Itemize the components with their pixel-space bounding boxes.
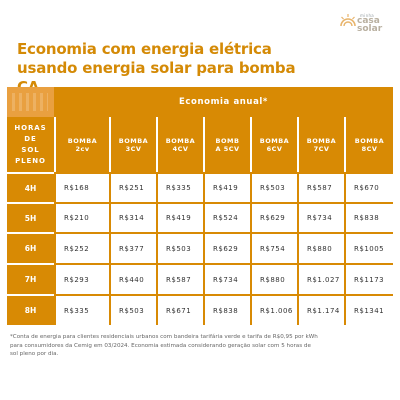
- row-header-hours: 7H: [7, 263, 54, 294]
- column-header-pump: BOMBA 3CV: [109, 117, 156, 172]
- corner-header-line: PLENO: [15, 156, 46, 165]
- logo-small-text: minha: [360, 13, 375, 18]
- table-cell-savings: R$503: [250, 172, 297, 202]
- row-header-hours: 8H: [7, 294, 54, 325]
- table-cell-savings: R$335: [54, 294, 109, 325]
- sun-logo-icon: [340, 14, 356, 27]
- table-cell-savings: R$210: [54, 202, 109, 232]
- table-cell-savings: R$440: [109, 263, 156, 294]
- column-header-pump: BOMBA 6CV: [250, 117, 297, 172]
- table-cell-savings: R$1.006: [250, 294, 297, 325]
- table-cell-savings: R$1.174: [297, 294, 344, 325]
- column-header-line: 7CV: [313, 144, 330, 153]
- column-header-pump: BOMBA 7CV: [297, 117, 344, 172]
- footnote: *Conta de energia para clientes residenc…: [10, 333, 394, 359]
- table-cell-savings: R$880: [250, 263, 297, 294]
- table-cell-savings: R$1173: [344, 263, 393, 294]
- column-header-pump: BOMBA 8CV: [344, 117, 393, 172]
- table-cell-savings: R$671: [156, 294, 203, 325]
- corner-header-line: HORAS: [14, 123, 47, 132]
- group-header-annual-savings: Economia anual*: [179, 97, 268, 107]
- table-cell-savings: R$377: [109, 232, 156, 263]
- table-cell-savings: R$754: [250, 232, 297, 263]
- column-header-line: 6CV: [266, 144, 283, 153]
- column-header-pump: BOMBA 4CV: [156, 117, 203, 172]
- column-header-line: 3CV: [125, 144, 142, 153]
- column-header-line: BOMBA: [118, 136, 149, 145]
- column-header-pump: BOMBA 2cv: [54, 117, 109, 172]
- brand-logo: minha casa solar: [338, 12, 388, 36]
- table-cell-savings: R$587: [297, 172, 344, 202]
- table-grid: HORAS DE SOL PLENO BOMBA 2cv BOMBA 3CV BOMBA…: [7, 117, 393, 325]
- table-cell-savings: R$314: [109, 202, 156, 232]
- logo-brand-line1: casa: [357, 16, 380, 26]
- footnote-line2: para consumidores da Cemig em 03/2024. E…: [10, 342, 311, 349]
- table-cell-savings: R$838: [344, 202, 393, 232]
- column-header-line: BOMBA: [165, 136, 196, 145]
- logo-brand-text: casa solar: [357, 16, 383, 34]
- column-header-line: 4CV: [172, 144, 189, 153]
- table-cell-savings: R$670: [344, 172, 393, 202]
- table-cell-savings: R$629: [250, 202, 297, 232]
- column-header-line: 2cv: [75, 144, 90, 153]
- table-group-header-bar: [7, 87, 393, 117]
- corner-header: HORAS DE SOL PLENO: [7, 117, 54, 172]
- table-cell-savings: R$503: [109, 294, 156, 325]
- table-cell-savings: R$419: [203, 172, 250, 202]
- table-cell-savings: R$168: [54, 172, 109, 202]
- table-cell-savings: R$252: [54, 232, 109, 263]
- column-header-line: BOMBA: [259, 136, 290, 145]
- table-cell-savings: R$251: [109, 172, 156, 202]
- column-header-line: 8CV: [361, 144, 378, 153]
- column-header-pump: BOMB A 5CV: [203, 117, 250, 172]
- logo-brand-line2: solar: [357, 24, 383, 34]
- table-corner-pattern: [7, 87, 54, 117]
- corner-header-line: DE: [24, 134, 37, 143]
- savings-table: Economia anual* HORAS DE SOL PLENO BOMBA…: [7, 87, 393, 325]
- footnote-line3: sol pleno por dia.: [10, 351, 59, 357]
- table-cell-savings: R$1.027: [297, 263, 344, 294]
- column-header-line: BOMB: [215, 136, 240, 145]
- table-cell-savings: R$293: [54, 263, 109, 294]
- table-cell-savings: R$838: [203, 294, 250, 325]
- table-cell-savings: R$503: [156, 232, 203, 263]
- table-cell-savings: R$524: [203, 202, 250, 232]
- table-cell-savings: R$880: [297, 232, 344, 263]
- column-header-line: BOMBA: [354, 136, 385, 145]
- table-cell-savings: R$419: [156, 202, 203, 232]
- table-cell-savings: R$1005: [344, 232, 393, 263]
- table-cell-savings: R$629: [203, 232, 250, 263]
- column-header-line: BOMBA: [67, 136, 98, 145]
- table-cell-savings: R$587: [156, 263, 203, 294]
- footnote-line1: *Conta de energia para clientes residenc…: [10, 334, 318, 340]
- table-cell-savings: R$734: [297, 202, 344, 232]
- column-header-line: BOMBA: [306, 136, 337, 145]
- row-header-hours: 6H: [7, 232, 54, 263]
- table-cell-savings: R$734: [203, 263, 250, 294]
- column-header-line: A 5CV: [215, 144, 240, 153]
- row-header-hours: 5H: [7, 202, 54, 232]
- corner-header-line: SOL: [21, 145, 40, 154]
- table-cell-savings: R$335: [156, 172, 203, 202]
- table-cell-savings: R$1341: [344, 294, 393, 325]
- title-line1: Economia com energia elétrica: [17, 40, 272, 58]
- row-header-hours: 4H: [7, 172, 54, 202]
